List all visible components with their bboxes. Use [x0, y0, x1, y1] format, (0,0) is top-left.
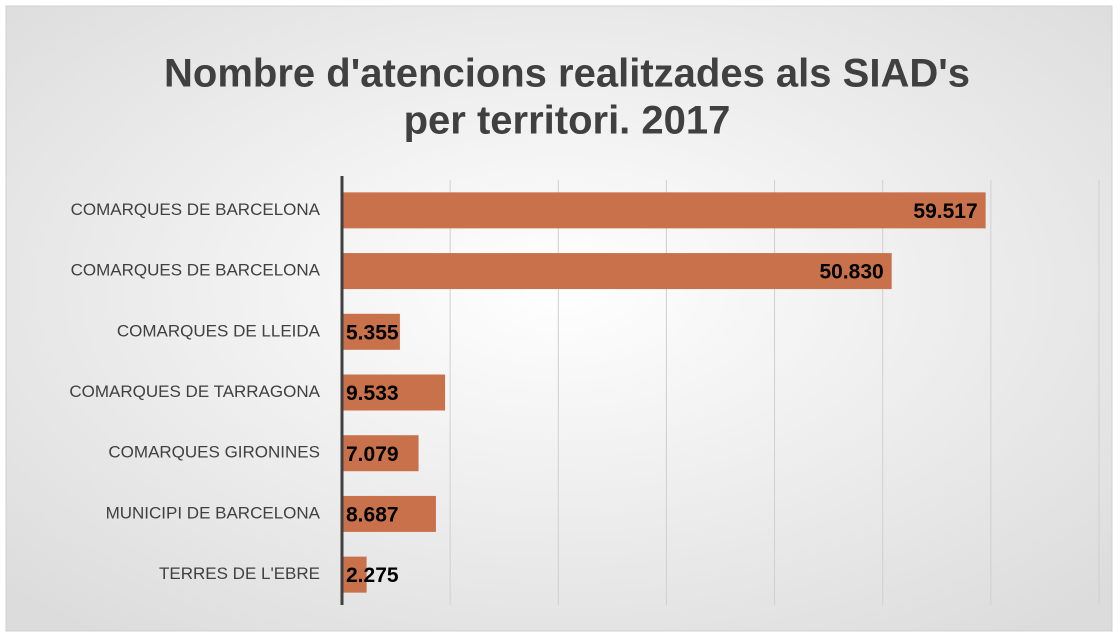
y-tick-label: COMARQUES DE LLEIDA: [117, 321, 321, 340]
chart-background: [5, 5, 1113, 632]
bar: [342, 374, 446, 411]
data-label: 5.355: [346, 321, 399, 344]
bar: [342, 253, 892, 290]
y-tick-label: TERRES DE L'EBRE: [159, 564, 320, 583]
bar: [342, 313, 400, 350]
data-label: 2.275: [346, 564, 399, 587]
bar: [342, 192, 986, 229]
chart-title: Nombre d'atencions realitzades als SIAD'…: [164, 52, 970, 96]
bar: [342, 495, 436, 532]
y-tick-label: COMARQUES GIRONINES: [108, 443, 320, 462]
data-label: 59.517: [913, 200, 977, 223]
bar: [342, 556, 367, 593]
y-tick-label: COMARQUES DE BARCELONA: [71, 261, 321, 280]
data-label: 9.533: [346, 382, 399, 405]
y-tick-label: COMARQUES DE BARCELONA: [71, 200, 321, 219]
y-tick-label: MUNICIPI DE BARCELONA: [106, 503, 321, 522]
data-label: 50.830: [819, 261, 883, 284]
data-label: 7.079: [346, 443, 399, 466]
y-tick-label: COMARQUES DE TARRAGONA: [69, 382, 320, 401]
data-label: 8.687: [346, 503, 399, 526]
bar: [342, 435, 419, 472]
chart-title: per territori. 2017: [404, 99, 731, 143]
